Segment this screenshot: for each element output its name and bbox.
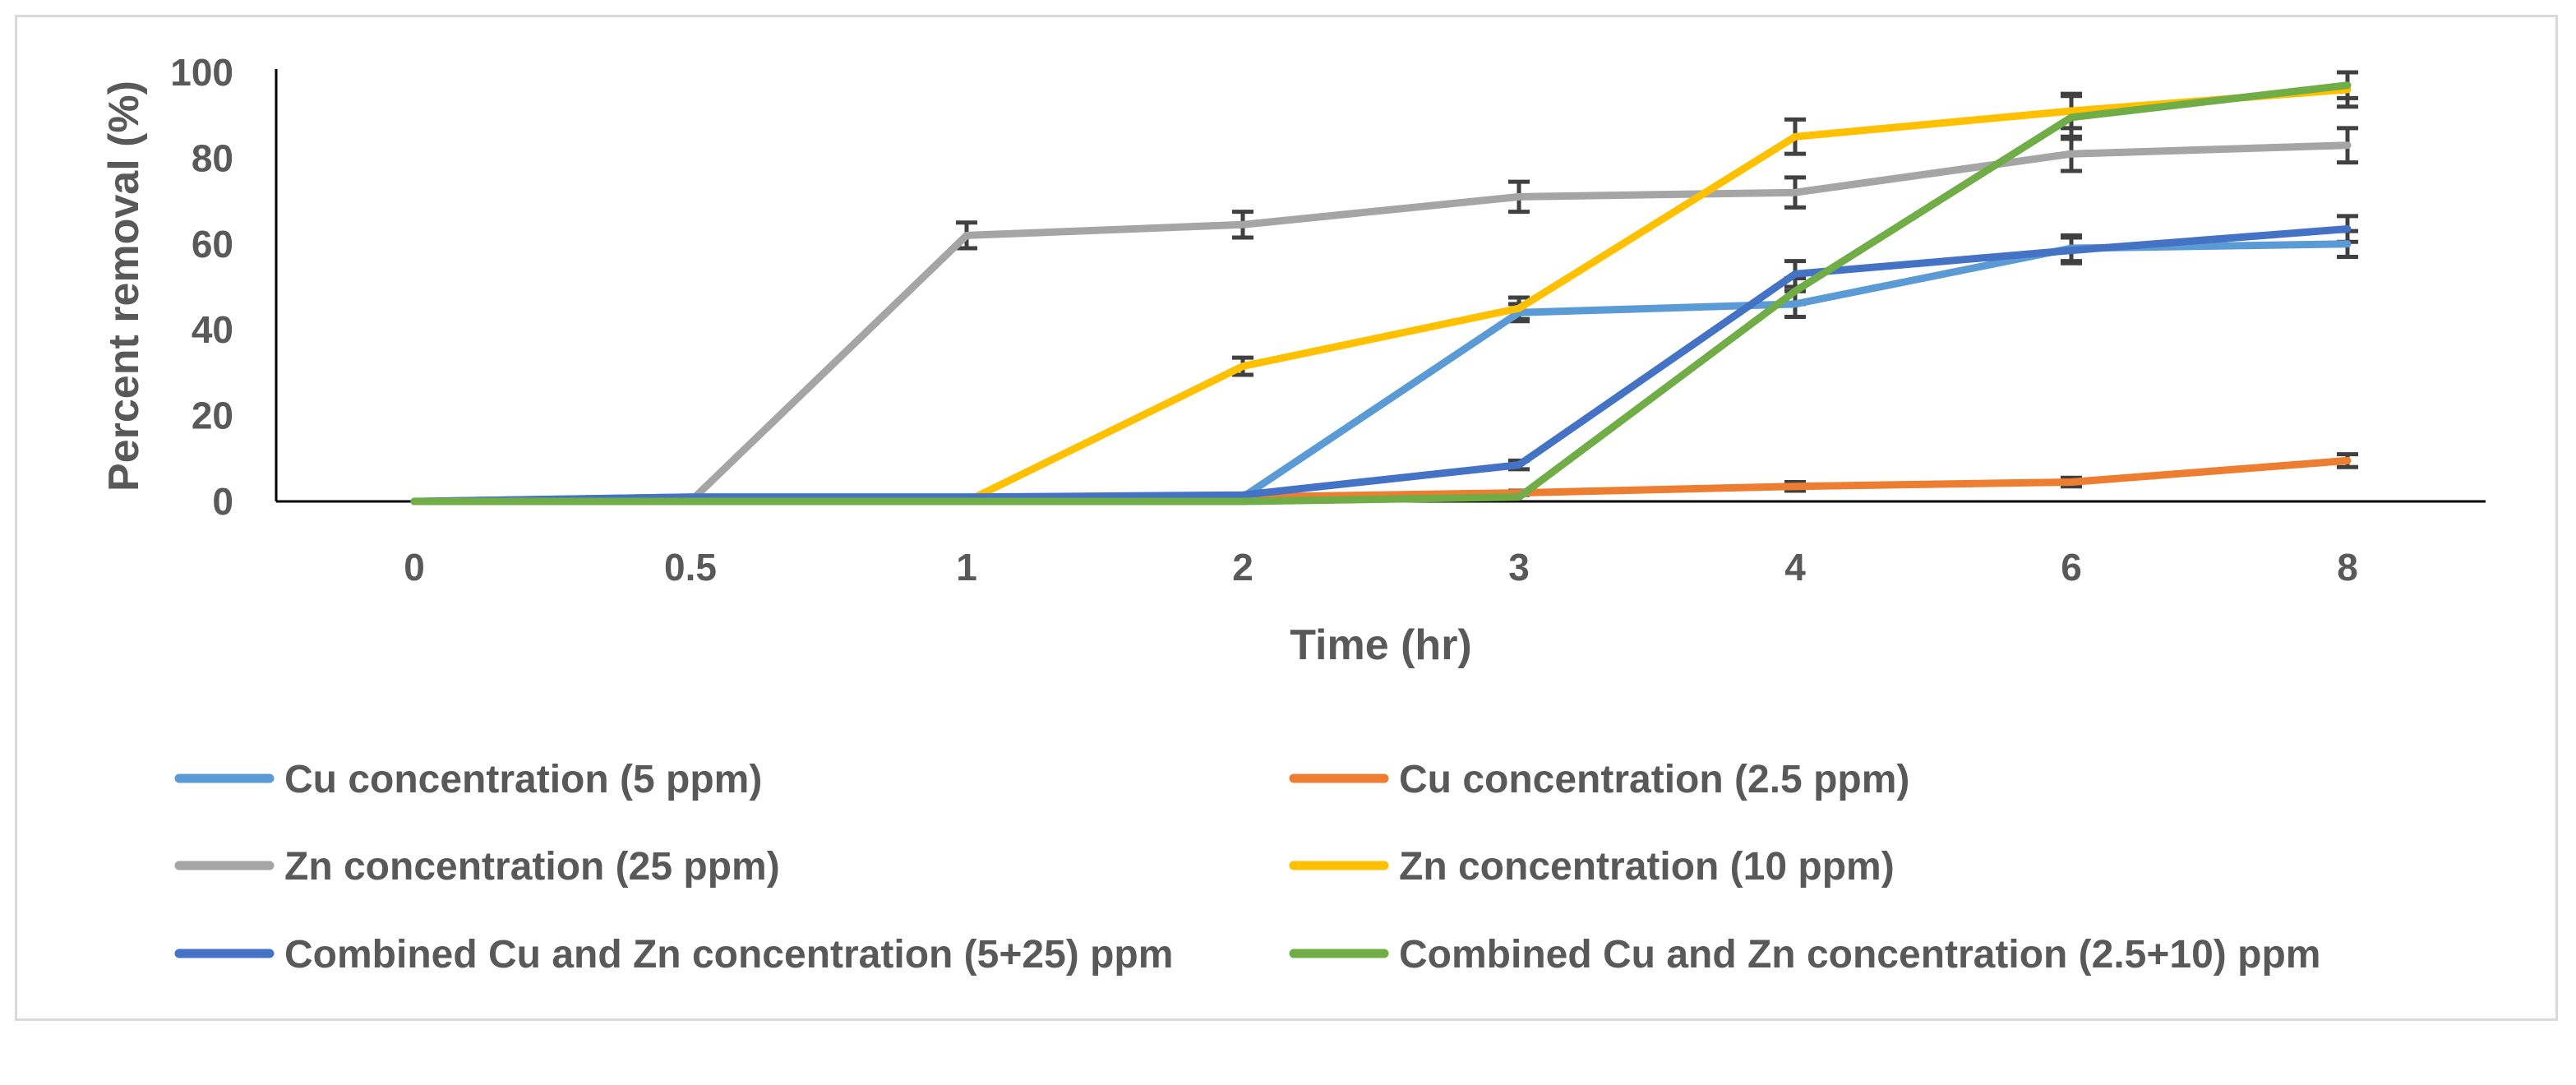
legend: Cu concentration (5 ppm) Cu concentration… <box>174 758 2320 976</box>
legend-label: Zn concentration (10 ppm) <box>1399 845 1895 889</box>
legend-item: Zn concentration (25 ppm) <box>174 845 780 889</box>
legend-label: Cu concentration (2.5 ppm) <box>1399 758 1909 801</box>
y-tick-label: 80 <box>192 136 233 179</box>
x-tick-label: 8 <box>2337 546 2358 589</box>
series-line-4 <box>410 85 2352 506</box>
series-lines <box>410 81 2352 506</box>
y-tick-label: 60 <box>192 223 233 265</box>
x-axis-title: Time (hr) <box>1290 621 1472 669</box>
error-bars <box>956 70 2358 497</box>
legend-label: Cu concentration (5 ppm) <box>284 758 762 801</box>
legend-item: Combined Cu and Zn concentration (2.5+10… <box>1289 933 2320 976</box>
x-tick-label: 3 <box>1508 546 1530 589</box>
series-line-3 <box>410 141 2352 506</box>
x-tick-label: 2 <box>1232 546 1253 589</box>
series-line-6 <box>410 81 2352 506</box>
legend-label: Zn concentration (25 ppm) <box>284 845 780 889</box>
x-tick-label: 0 <box>404 546 425 589</box>
x-tick-label: 4 <box>1784 546 1806 589</box>
legend-item: Zn concentration (10 ppm) <box>1289 845 1895 889</box>
chart-frame <box>15 15 2558 1021</box>
legend-item: Cu concentration (2.5 ppm) <box>1289 758 1909 801</box>
series-line-5 <box>410 225 2352 506</box>
legend-item: Combined Cu and Zn concentration (5+25) … <box>174 933 1173 976</box>
y-tick-label: 20 <box>192 395 233 437</box>
y-axis-title: Percent removal (%) <box>100 81 148 492</box>
y-tick-label: 0 <box>212 480 233 523</box>
axes: 0 20 40 60 80 100 0 0.5 1 2 3 4 6 8 <box>170 51 2486 589</box>
legend-item: Cu concentration (5 ppm) <box>174 758 762 801</box>
x-tick-label: 6 <box>2061 546 2082 589</box>
series-line-1 <box>410 240 2352 506</box>
x-tick-label: 1 <box>956 546 977 589</box>
legend-label: Combined Cu and Zn concentration (2.5+10… <box>1399 933 2320 976</box>
x-tick-label: 0.5 <box>664 546 717 589</box>
y-tick-label: 100 <box>170 51 233 94</box>
legend-label: Combined Cu and Zn concentration (5+25) … <box>284 933 1173 976</box>
y-tick-label: 40 <box>192 308 233 351</box>
